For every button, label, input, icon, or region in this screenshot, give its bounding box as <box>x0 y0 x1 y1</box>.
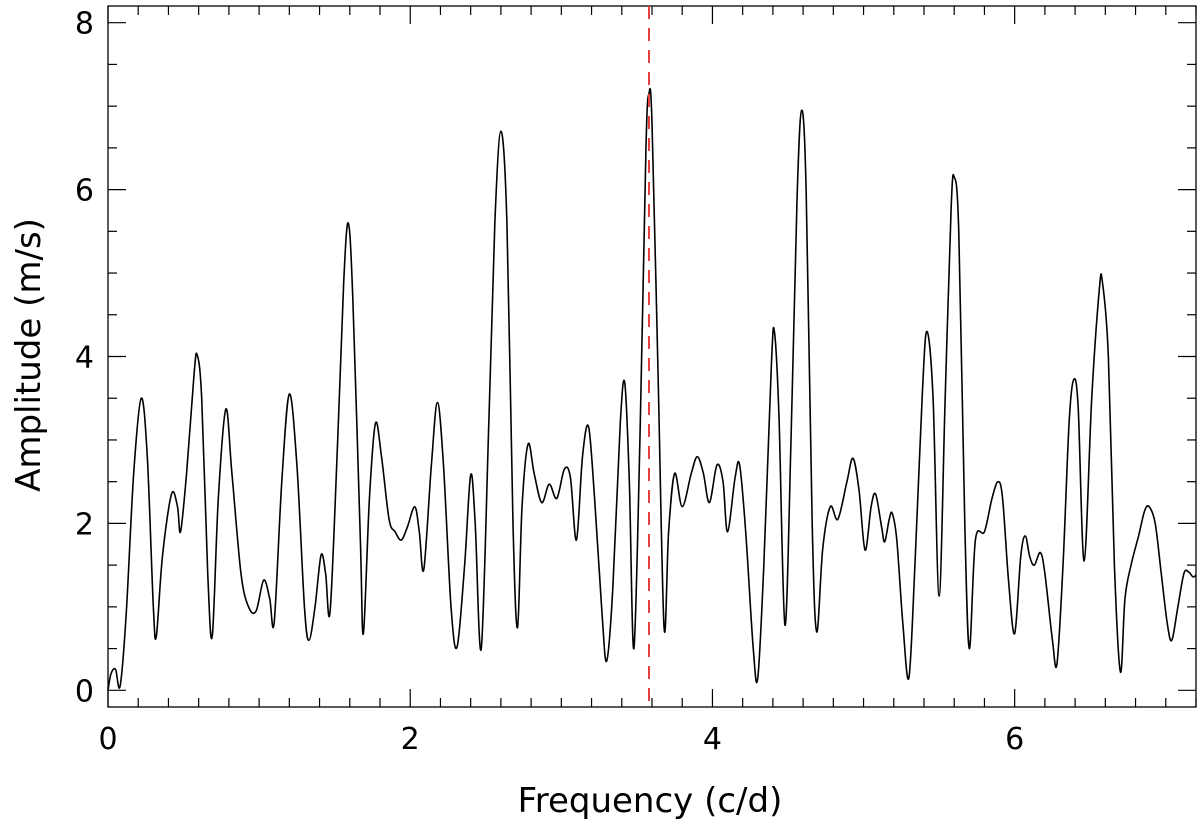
tick-labels: 0 2 4 6 0 2 4 6 8 <box>75 7 1024 757</box>
y-tick-label: 2 <box>75 507 94 542</box>
y-tick-label: 4 <box>75 341 94 376</box>
y-tick-label: 0 <box>75 674 94 709</box>
x-tick-label: 4 <box>703 722 722 757</box>
x-tick-label: 0 <box>98 722 117 757</box>
y-tick-label: 6 <box>75 174 94 209</box>
x-tick-label: 2 <box>401 722 420 757</box>
y-axis-label: Amplitude (m/s) <box>9 218 49 492</box>
series-layer <box>107 87 1197 691</box>
x-tick-label: 6 <box>1005 722 1024 757</box>
amplitude-spectrum-line <box>107 87 1197 691</box>
tick-marks <box>107 6 1197 707</box>
y-tick-label: 8 <box>75 7 94 42</box>
x-axis-label: Frequency (c/d) <box>518 781 783 821</box>
